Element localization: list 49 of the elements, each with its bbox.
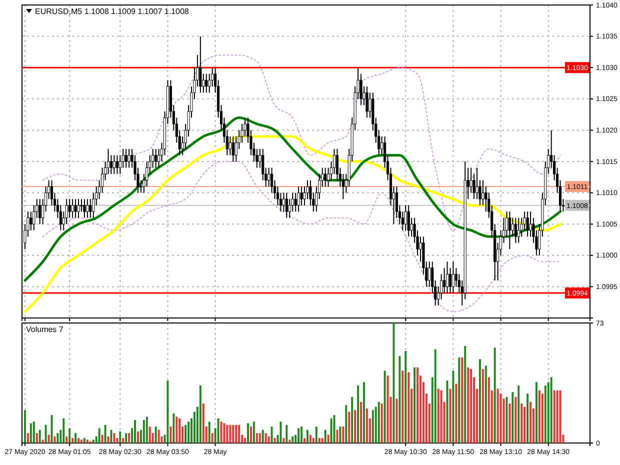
- candlestick: [89, 198, 92, 218]
- candlestick: [116, 154, 118, 175]
- candlestick: [285, 192, 288, 218]
- candlestick: [80, 198, 83, 212]
- chart-title: Volumes 7: [26, 325, 64, 334]
- candlestick: [452, 261, 454, 294]
- candlestick: [529, 211, 532, 238]
- candlestick: [38, 198, 42, 225]
- candlestick: [366, 86, 368, 118]
- candlestick: [68, 198, 71, 218]
- line-series: [42, 161, 561, 312]
- candlestick: [77, 198, 80, 218]
- candlestick: [300, 186, 303, 206]
- candlestick: [282, 192, 285, 212]
- candlestick: [232, 136, 234, 162]
- candlestick: [514, 217, 517, 244]
- chart-title: EURUSD,M5 1.1008 1.1009 1.1007 1.1008: [35, 7, 190, 16]
- candlestick: [74, 198, 77, 218]
- candlestick: [86, 198, 89, 218]
- candlestick: [205, 73, 208, 94]
- candlestick: [442, 267, 446, 294]
- candlestick: [476, 167, 478, 200]
- candlestick: [482, 180, 484, 206]
- candlestick: [128, 148, 130, 168]
- candlestick: [517, 217, 520, 244]
- candlestick: [30, 211, 32, 231]
- candlestick: [428, 261, 431, 288]
- candlestick: [268, 167, 270, 188]
- candlestick: [294, 192, 297, 212]
- candlestick: [110, 154, 113, 175]
- candlestick: [71, 198, 74, 218]
- candlestick: [199, 36, 202, 94]
- candlestick: [112, 154, 116, 175]
- candlestick: [526, 211, 529, 238]
- candlestick: [324, 167, 327, 188]
- candlestick: [508, 211, 511, 250]
- candlestick: [404, 204, 407, 231]
- candlestick: [446, 261, 449, 294]
- candlestick: [83, 198, 86, 218]
- line-series: [24, 116, 562, 282]
- candlestick: [154, 148, 158, 168]
- candlestick: [228, 136, 232, 156]
- candlestick: [470, 167, 472, 194]
- candlestick: [407, 204, 410, 238]
- line-series: [24, 135, 562, 313]
- candlestick: [297, 186, 300, 212]
- line-series: [42, 54, 561, 231]
- candlestick: [124, 148, 128, 168]
- candlestick: [511, 217, 514, 238]
